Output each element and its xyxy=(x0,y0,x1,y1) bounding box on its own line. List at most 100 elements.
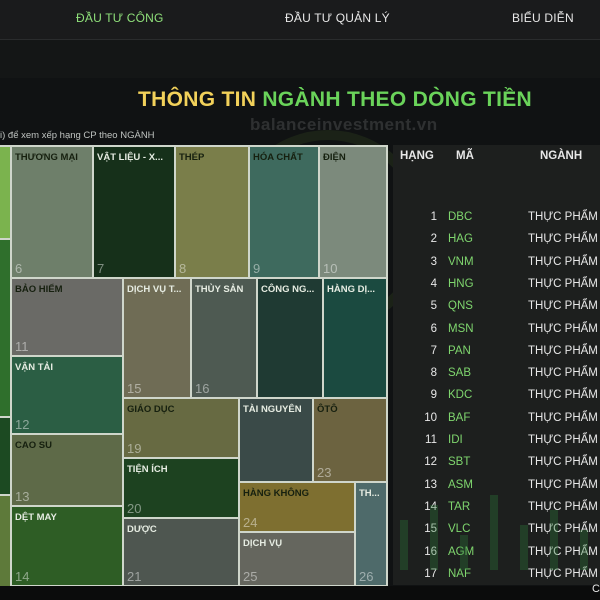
table-row[interactable]: 16 AGM THỰC PHẨM xyxy=(393,542,600,564)
cell-sector: THỰC PHẨM xyxy=(528,411,598,424)
cell-code: QNS xyxy=(448,300,473,313)
treemap-cell-hoa-chat[interactable]: HÓA CHẤT 9 xyxy=(248,145,320,279)
cell-rank: 13 xyxy=(424,478,437,491)
treemap-cell-dien[interactable]: ĐIỆN 10 xyxy=(318,145,388,279)
top-nav: ĐẦU TƯ CÔNG ĐẦU TƯ QUẢN LÝ BIỂU DIỄN xyxy=(0,0,600,40)
treemap-cell-tien-ich[interactable]: TIỆN ÍCH 20 xyxy=(122,457,240,519)
treemap-cell-thuong-mai[interactable]: THƯƠNG MẠI 6 xyxy=(10,145,94,279)
cell-rank: 8 xyxy=(179,261,187,276)
table-row[interactable]: 13 ASM THỰC PHẨM xyxy=(393,475,600,497)
cell-sector: THỰC PHẨM xyxy=(528,456,598,469)
treemap-cell-hang-di[interactable]: HÀNG DỊ... xyxy=(322,277,388,399)
treemap-cell-cong-nghe[interactable]: CÔNG NG... xyxy=(256,277,324,399)
treemap-cell-thuy-san[interactable]: THỦY SẢN 16 xyxy=(190,277,258,399)
cell-sector: THỰC PHẨM xyxy=(528,389,598,402)
cell-sector: THỰC PHẨM xyxy=(528,567,598,580)
cell-code: ASM xyxy=(448,478,473,491)
treemap-cell-cao-su[interactable]: CAO SU 13 xyxy=(10,433,124,507)
corner-text: C xyxy=(592,583,600,595)
cell-code: MSN xyxy=(448,322,474,335)
treemap-cell-van-tai[interactable]: VẬN TẢI 12 xyxy=(10,355,124,435)
cell-rank: 3 xyxy=(430,255,437,268)
table-row[interactable]: 2 HAG THỰC PHẨM xyxy=(393,229,600,251)
cell-rank: 16 xyxy=(195,381,210,396)
table-row[interactable]: 11 IDI THỰC PHẨM xyxy=(393,430,600,452)
cell-code: TAR xyxy=(448,500,471,513)
cell-code: IDI xyxy=(448,434,463,446)
cell-code: PAN xyxy=(448,344,471,357)
nav-dau-tu-cong[interactable]: ĐẦU TƯ CÔNG xyxy=(76,11,164,25)
cell-code: VNM xyxy=(448,255,474,268)
table-row[interactable]: 17 NAF THỰC PHẨM xyxy=(393,564,600,586)
cell-rank: 19 xyxy=(127,441,142,456)
table-row[interactable]: 12 SBT THỰC PHẨM xyxy=(393,452,600,474)
treemap-cell-tai-nguyen[interactable]: TÀI NGUYÊN xyxy=(238,397,314,483)
cell-rank: 21 xyxy=(127,569,142,584)
cell-rank: 14 xyxy=(15,569,30,584)
page-title: THÔNG TIN NGÀNH THEO DÒNG TIỀN xyxy=(138,88,532,112)
cell-label: TH... xyxy=(359,488,380,499)
cell-code: AGM xyxy=(448,546,474,558)
nav-dau-tu-quan-ly[interactable]: ĐẦU TƯ QUẢN LÝ xyxy=(285,11,390,25)
cell-sector: THỰC PHẨM xyxy=(528,211,598,223)
treemap-cell-det-may[interactable]: DỆT MAY 14 xyxy=(10,505,124,587)
table-row[interactable]: 4 HNG THỰC PHẨM xyxy=(393,274,600,296)
table-row[interactable]: 10 BAF THỰC PHẨM xyxy=(393,408,600,430)
cell-label: THÉP xyxy=(179,152,205,163)
treemap-cell-hang-khong[interactable]: HÀNG KHÔNG 24 xyxy=(238,481,356,533)
cell-code: KDC xyxy=(448,389,473,402)
treemap-cell-bao-hiem[interactable]: BẢO HIỂM 11 xyxy=(10,277,124,357)
cell-sector: THỰC PHẨM xyxy=(528,322,598,335)
nav-bieu-dien[interactable]: BIỂU DIỄN xyxy=(512,11,574,25)
table-row[interactable]: 5 QNS THỰC PHẨM xyxy=(393,296,600,318)
cell-rank: 13 xyxy=(15,489,30,504)
cell-rank: 2 xyxy=(430,233,437,246)
cell-label: VẬT LIỆU - X... xyxy=(97,152,163,163)
cell-label: ĐIỆN xyxy=(323,152,346,163)
treemap-cell-oto[interactable]: ÔTÔ 23 xyxy=(312,397,388,483)
table-row[interactable]: 8 SAB THỰC PHẨM xyxy=(393,363,600,385)
cell-sector: THỰC PHẨM xyxy=(528,277,598,290)
column-header-code[interactable]: MÃ xyxy=(456,150,474,162)
table-row[interactable]: 9 KDC THỰC PHẨM xyxy=(393,385,600,407)
title-part-3: DÒNG TIỀN xyxy=(412,88,533,111)
cell-label: VẬN TẢI xyxy=(15,362,53,373)
cell-code: SBT xyxy=(448,456,471,469)
cell-rank: 1 xyxy=(430,211,437,223)
cell-rank: 20 xyxy=(127,501,142,516)
treemap-cell-vat-lieu[interactable]: VẬT LIỆU - X... 7 xyxy=(92,145,176,279)
cell-code: BAF xyxy=(448,411,471,424)
cell-sector: THỰC PHẨM xyxy=(528,523,598,536)
cell-label: THỦY SẢN xyxy=(195,284,244,295)
treemap-cell-dich-vu-t[interactable]: DỊCH VỤ T... 15 xyxy=(122,277,192,399)
table-row[interactable]: 3 VNM THỰC PHẨM xyxy=(393,252,600,274)
cell-label: ÔTÔ xyxy=(317,404,338,415)
table-row[interactable]: 15 VLC THỰC PHẨM xyxy=(393,519,600,541)
cell-label: BẢO HIỂM xyxy=(15,284,63,295)
cell-sector: THỰC PHẨM xyxy=(528,478,598,491)
ranking-table: HẠNG MÃ NGÀNH 1 DBC THỰC PHẨM 2 HAG THỰC PHẨM… xyxy=(393,145,600,585)
treemap-cell-dich-vu[interactable]: DỊCH VỤ 25 xyxy=(238,531,356,587)
cell-code: HNG xyxy=(448,277,474,290)
cell-rank: 11 xyxy=(15,339,29,354)
cell-label: CAO SU xyxy=(15,440,52,451)
table-row[interactable]: 6 MSN THỰC PHẨM xyxy=(393,319,600,341)
cell-sector: THỰC PHẨM xyxy=(528,233,598,246)
cell-label: HÀNG KHÔNG xyxy=(243,488,309,499)
treemap-cell-thep[interactable]: THÉP 8 xyxy=(174,145,250,279)
cell-rank: 25 xyxy=(243,569,258,584)
table-row[interactable]: 7 PAN THỰC PHẨM xyxy=(393,341,600,363)
cell-rank: 6 xyxy=(15,261,23,276)
column-header-sector[interactable]: NGÀNH xyxy=(540,150,583,162)
cell-sector: THỰC PHẨM xyxy=(528,367,598,380)
cell-rank: 26 xyxy=(359,569,374,584)
sub-bar xyxy=(0,40,600,78)
column-header-rank[interactable]: HẠNG xyxy=(400,150,434,162)
table-row[interactable]: 14 TAR THỰC PHẨM xyxy=(393,497,600,519)
treemap-cell-th[interactable]: TH... 26 xyxy=(354,481,388,587)
table-row[interactable]: 1 DBC THỰC PHẨM xyxy=(393,207,600,229)
sector-treemap: THƯƠNG MẠI 6 VẬT LIỆU - X... 7 THÉP 8 HÓ… xyxy=(0,145,390,594)
treemap-cell-giao-duc[interactable]: GIÁO DỤC 19 xyxy=(122,397,240,459)
treemap-cell-duoc[interactable]: DƯỢC 21 xyxy=(122,517,240,587)
